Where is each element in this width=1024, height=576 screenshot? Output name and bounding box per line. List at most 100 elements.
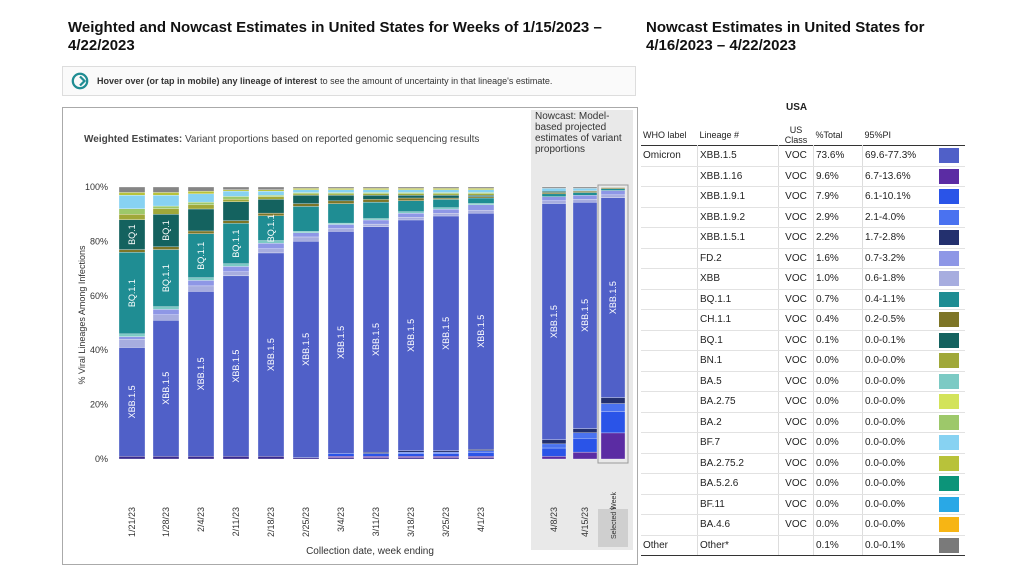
bar-segment-BA.2.75[interactable] xyxy=(257,456,285,460)
bar-segment-BQ.1[interactable] xyxy=(397,195,425,199)
bar-segment-BA.2.75[interactable] xyxy=(152,456,180,460)
bar-segment-BA.2.75[interactable] xyxy=(187,456,215,460)
bar-segment-XBB[interactable] xyxy=(541,200,567,204)
bar-segment-BQ.1[interactable] xyxy=(187,208,215,232)
table-row[interactable]: Omicron XBB.1.5 VOC 73.6% 69.6-77.3% xyxy=(641,145,965,167)
bar-segment-XBB.1.16[interactable] xyxy=(362,456,390,458)
bar-segment-BA.2[interactable] xyxy=(222,196,250,200)
bar-segment-XBB.1.5.1[interactable] xyxy=(572,428,598,433)
bar-segment-XBB.1.9.1[interactable] xyxy=(467,451,495,457)
bar-segment-Other[interactable] xyxy=(362,186,390,189)
bar-segment-CH.1.1[interactable] xyxy=(362,199,390,203)
table-row[interactable]: XBB.1.16 VOC 9.6% 6.7-13.6% xyxy=(641,166,965,187)
bar-segment-XBB.1.9.1[interactable] xyxy=(600,411,626,434)
table-row[interactable]: XBB.1.9.2 VOC 2.9% 2.1-4.0% xyxy=(641,207,965,228)
bar-segment-CH.1.1[interactable] xyxy=(432,197,460,200)
bar-segment-XBB.1.16[interactable] xyxy=(467,456,495,458)
bar-segment-FD.2[interactable] xyxy=(541,196,567,201)
bar-segment-Other[interactable] xyxy=(397,186,425,189)
bar-segment-BA.2.75.2[interactable] xyxy=(292,188,320,190)
bar-segment-Other[interactable] xyxy=(432,186,460,189)
bar-segment-BA.5[interactable] xyxy=(118,333,146,337)
bar-segment-BA.5[interactable] xyxy=(152,306,180,310)
bar-segment-XBB.1.5[interactable] xyxy=(397,219,425,451)
bar-segment-BA.5[interactable] xyxy=(432,207,460,210)
bar-segment-Other[interactable] xyxy=(541,186,567,189)
bar-segment-Other[interactable] xyxy=(222,186,250,190)
bar-segment-BN.1[interactable] xyxy=(152,208,180,215)
bar-segment-XBB[interactable] xyxy=(432,213,460,217)
bar-segment-BA.2[interactable] xyxy=(467,192,495,195)
bar-segment-BA.5[interactable] xyxy=(467,203,495,206)
table-row[interactable]: XBB.1.5.1 VOC 2.2% 1.7-2.8% xyxy=(641,227,965,249)
table-row[interactable]: BA.2.75 VOC 0.0% 0.0-0.0% xyxy=(641,391,965,413)
bar-segment-CH.1.1[interactable] xyxy=(600,187,626,189)
bar-segment-FD.2[interactable] xyxy=(362,219,390,225)
bar-segment-BA.2.75.2[interactable] xyxy=(257,189,285,192)
bar-segment-CH.1.1[interactable] xyxy=(152,246,180,250)
bar-segment-XBB[interactable] xyxy=(118,339,146,348)
bar-segment-XBB.1.5[interactable] xyxy=(187,291,215,457)
bar-segment-FD.2[interactable] xyxy=(222,266,250,272)
table-row[interactable]: BQ.1 VOC 0.1% 0.0-0.1% xyxy=(641,330,965,351)
bar-segment-BF.7[interactable] xyxy=(362,189,390,193)
bar-segment-Other[interactable] xyxy=(187,186,215,192)
bar-segment-BA.2.75.2[interactable] xyxy=(152,192,180,196)
table-row[interactable]: BN.1 VOC 0.0% 0.0-0.0% xyxy=(641,350,965,372)
bar-segment-XBB[interactable] xyxy=(397,217,425,221)
bar-segment-FD.2[interactable] xyxy=(432,208,460,214)
bar-segment-BA.2.75.2[interactable] xyxy=(222,189,250,192)
bar-segment-XBB[interactable] xyxy=(600,194,626,198)
table-row[interactable]: BA.5 VOC 0.0% 0.0-0.0% xyxy=(641,371,965,392)
table-row[interactable]: Other Other* 0.1% 0.0-0.1% xyxy=(641,534,965,556)
bar-segment-BA.2[interactable] xyxy=(327,192,355,195)
bar-segment-BA.2[interactable] xyxy=(397,192,425,195)
bar-segment-BA.2.75.2[interactable] xyxy=(432,188,460,190)
bar-segment-BA.2.75.2[interactable] xyxy=(187,190,215,195)
bar-segment-BA.2[interactable] xyxy=(118,208,146,215)
bar-segment-XBB.1.5[interactable] xyxy=(432,215,460,451)
bar-segment-Other[interactable] xyxy=(467,186,495,189)
bar-segment-XBB.1.9.1[interactable] xyxy=(362,453,390,457)
bar-segment-CH.1.1[interactable] xyxy=(222,220,250,224)
bar-segment-XBB[interactable] xyxy=(187,285,215,292)
bar-segment-BA.2.75.2[interactable] xyxy=(327,188,355,190)
bar-segment-FD.2[interactable] xyxy=(152,309,180,315)
bar-segment-BF.7[interactable] xyxy=(541,188,567,192)
table-row[interactable]: XBB VOC 1.0% 0.6-1.8% xyxy=(641,268,965,290)
bar-segment-FD.2[interactable] xyxy=(187,280,215,287)
bar-segment-BQ.1.1[interactable] xyxy=(327,203,355,224)
bar-segment-BA.2.75[interactable] xyxy=(362,457,390,460)
bar-segment-BQ.1.1[interactable] xyxy=(292,206,320,232)
bar-segment-XBB.1.9.2[interactable] xyxy=(572,432,598,439)
bar-segment-BA.2.75[interactable] xyxy=(467,457,495,460)
bar-segment-XBB.1.5[interactable] xyxy=(541,203,567,440)
bar-segment-CH.1.1[interactable] xyxy=(118,249,146,253)
bar-segment-BQ.1[interactable] xyxy=(541,190,567,193)
bar-segment-XBB.1.9.1[interactable] xyxy=(432,453,460,457)
table-row[interactable]: FD.2 VOC 1.6% 0.7-3.2% xyxy=(641,248,965,269)
bar-segment-XBB.1.16[interactable] xyxy=(572,451,598,460)
stacked-bar-chart[interactable]: 0% 20% 40% 60% 80% 100% 1/21/23 1/28/23 2/4/23 2/… xyxy=(62,107,638,565)
bar-segment-BF.7[interactable] xyxy=(118,195,146,209)
bar-segment-BF.7[interactable] xyxy=(222,190,250,197)
bar-segment-XBB.1.5[interactable] xyxy=(118,347,146,457)
bar-segment-XBB[interactable] xyxy=(572,199,598,203)
bar-segment-XBB[interactable] xyxy=(222,271,250,277)
bar-segment-BA.5[interactable] xyxy=(222,263,250,267)
bar-segment-CH.1.1[interactable] xyxy=(541,192,567,195)
bar-segment-XBB.1.5[interactable] xyxy=(467,212,495,450)
bar-segment-BQ.1.1[interactable] xyxy=(187,233,215,278)
table-row[interactable]: BA.4.6 VOC 0.0% 0.0-0.0% xyxy=(641,514,965,536)
bar-segment-BF.7[interactable] xyxy=(327,189,355,193)
bar-segment-BA.2.75[interactable] xyxy=(118,456,146,460)
bar-segment-XBB[interactable] xyxy=(257,248,285,254)
bar-segment-BF.7[interactable] xyxy=(292,189,320,193)
bar-segment-Other[interactable] xyxy=(327,186,355,189)
bar-segment-BF.7[interactable] xyxy=(397,189,425,193)
bar-segment-FD.2[interactable] xyxy=(118,336,146,340)
bar-segment-XBB.1.9.1[interactable] xyxy=(572,438,598,453)
bar-segment-XBB.1.5.1[interactable] xyxy=(397,450,425,453)
bar-segment-BN.1[interactable] xyxy=(327,193,355,196)
bar-segment-Other[interactable] xyxy=(118,186,146,193)
